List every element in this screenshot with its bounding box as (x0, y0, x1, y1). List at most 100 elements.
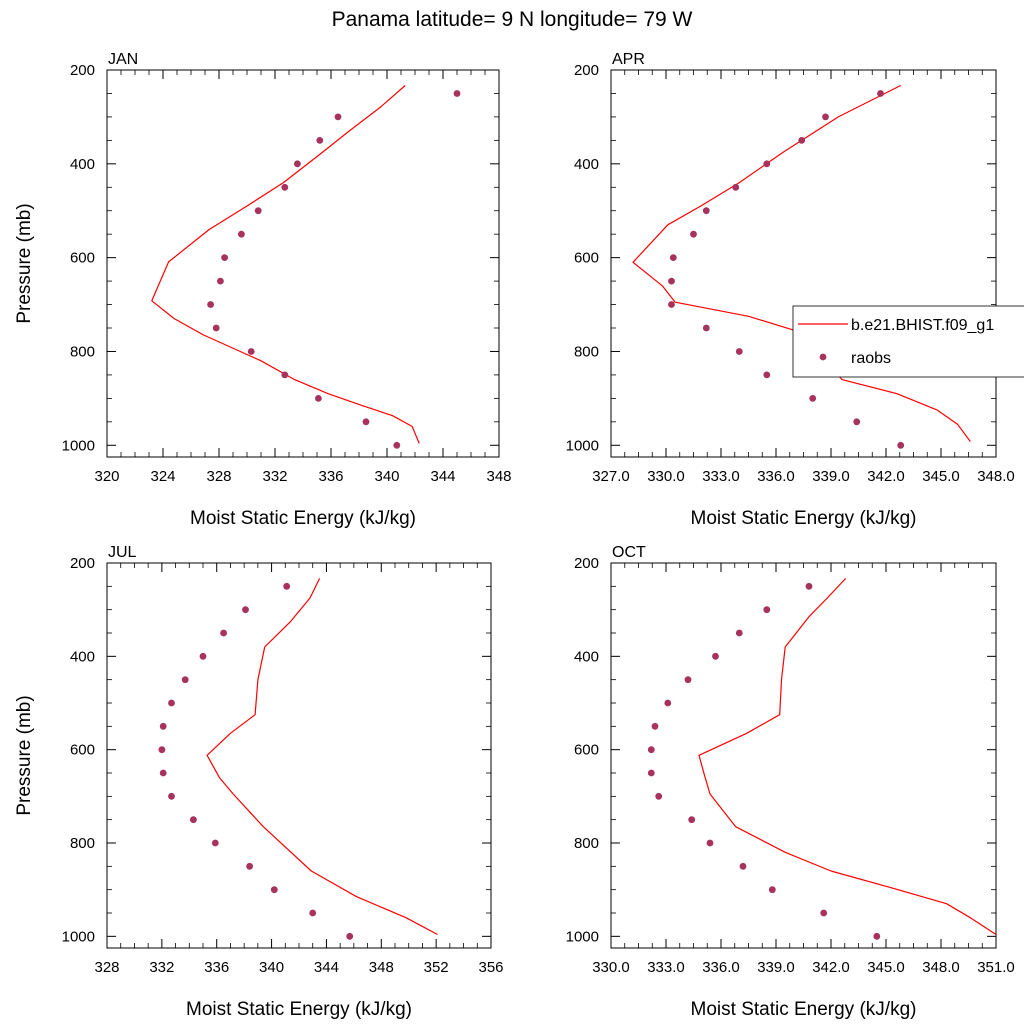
x-tick-label: 336.0 (757, 468, 795, 485)
obs-point-oct (706, 839, 714, 847)
model-line-oct (698, 577, 997, 936)
x-tick-label: 340 (259, 959, 284, 976)
obs-point-jul (190, 816, 197, 824)
y-tick-label: 1000 (566, 928, 599, 945)
x-tick-label: 345.0 (867, 959, 905, 976)
x-axis-label: Moist Static Energy (kJ/kg) (691, 999, 917, 1020)
obs-point-apr (877, 90, 884, 97)
x-tick-label: 348.0 (922, 959, 960, 976)
x-tick-label: 330.0 (647, 468, 685, 485)
x-tick-label: 342.0 (812, 959, 850, 976)
obs-point-jan (217, 277, 224, 285)
y-tick-label: 800 (70, 835, 95, 852)
obs-point-jan (393, 441, 401, 449)
obs-point-jul (168, 699, 175, 707)
obs-point-oct (820, 909, 828, 917)
obs-point-apr (853, 418, 861, 426)
obs-point-apr (669, 254, 677, 261)
obs-point-jan (316, 137, 324, 144)
y-tick-label: 200 (574, 555, 599, 572)
x-tick-label: 336 (318, 468, 343, 485)
x-tick-label: 339.0 (812, 468, 850, 485)
obs-point-jan (212, 324, 220, 332)
obs-point-jul (346, 932, 354, 940)
x-tick-label: 328 (206, 468, 231, 485)
panel-title-jul: JUL (108, 544, 137, 561)
x-tick-label: 348 (369, 959, 394, 976)
y-axis-label: Pressure (mb) (14, 203, 35, 323)
obs-point-oct (664, 699, 672, 707)
obs-point-oct (647, 746, 655, 754)
obs-point-apr (690, 230, 697, 238)
figure-title: Panama latitude= 9 N longitude= 79 W (332, 8, 693, 31)
y-tick-label: 400 (70, 156, 95, 173)
y-tick-label: 800 (70, 343, 95, 360)
model-line-jul (206, 578, 438, 936)
obs-point-jan (453, 90, 461, 97)
obs-point-jul (181, 676, 189, 684)
x-tick-label: 332 (262, 468, 287, 485)
x-tick-label: 327.0 (592, 468, 630, 485)
obs-point-jan (334, 113, 342, 121)
x-tick-label: 344 (430, 468, 455, 485)
obs-point-oct (647, 769, 655, 777)
x-tick-label: 333.0 (647, 959, 685, 976)
plot-frame-jan (106, 69, 500, 458)
x-tick-label: 340 (374, 468, 399, 485)
x-tick-label: 339.0 (757, 959, 795, 976)
obs-point-jan (281, 371, 289, 379)
obs-point-oct (651, 722, 659, 730)
y-tick-label: 200 (70, 62, 95, 79)
obs-point-apr (798, 137, 806, 144)
obs-point-apr (702, 324, 710, 332)
obs-point-jul (220, 629, 228, 637)
legend: b.e21.BHIST.f09_g1 raobs (792, 305, 1024, 378)
x-tick-label: 348.0 (977, 468, 1015, 485)
plot-frame-oct (610, 562, 997, 949)
panel-jul: JUL 328 332 336 340 344 348 352 356 200 400 600 800 1… (14, 544, 504, 1020)
panel-title-oct: OCT (612, 544, 646, 561)
x-tick-label: 352 (424, 959, 449, 976)
y-tick-label: 800 (574, 835, 599, 852)
obs-point-oct (688, 816, 696, 824)
obs-point-jul (159, 722, 167, 730)
obs-point-jan (238, 230, 245, 238)
obs-point-oct (735, 629, 743, 637)
panel-oct: OCT 330.0 333.0 336.0 339.0 342.0 345.0 348.0 35… (566, 544, 1015, 1020)
x-tick-label: 342.0 (867, 468, 905, 485)
obs-point-jul (283, 582, 291, 590)
x-tick-label: 333.0 (702, 468, 740, 485)
obs-point-jan (207, 301, 215, 308)
x-tick-label: 351.0 (977, 959, 1015, 976)
y-tick-label: 600 (70, 742, 95, 759)
obs-point-apr (822, 113, 829, 121)
panels: JAN 320 324 328 332 336 340 344 348 200 400 600 800 1… (14, 51, 1015, 1020)
obs-point-oct (739, 862, 747, 870)
y-tick-label: 400 (574, 156, 599, 173)
obs-point-apr (763, 371, 771, 379)
panel-title-jan: JAN (108, 51, 138, 68)
legend-marker-swatch (819, 353, 827, 361)
plot-frame-jul (106, 562, 492, 949)
x-tick-label: 324 (150, 468, 175, 485)
y-axis-label: Pressure (mb) (14, 695, 35, 815)
obs-point-apr (809, 395, 817, 402)
model-line-apr (632, 84, 971, 442)
x-axis-label: Moist Static Energy (kJ/kg) (186, 999, 412, 1020)
x-tick-label: 328 (94, 959, 119, 976)
obs-point-jul (242, 606, 249, 614)
obs-point-jan (254, 207, 262, 215)
y-tick-label: 1000 (62, 437, 95, 454)
obs-point-jul (158, 746, 166, 754)
model-line-jan (151, 85, 420, 444)
y-tick-label: 400 (574, 648, 599, 665)
obs-point-jul (211, 839, 219, 847)
obs-point-jan (247, 348, 255, 355)
obs-point-jan (362, 418, 370, 426)
obs-point-apr (668, 277, 675, 285)
obs-point-jul (309, 909, 317, 917)
legend-model-label: b.e21.BHIST.f09_g1 (851, 317, 994, 334)
obs-point-apr (897, 441, 905, 449)
legend-box (792, 305, 1024, 378)
